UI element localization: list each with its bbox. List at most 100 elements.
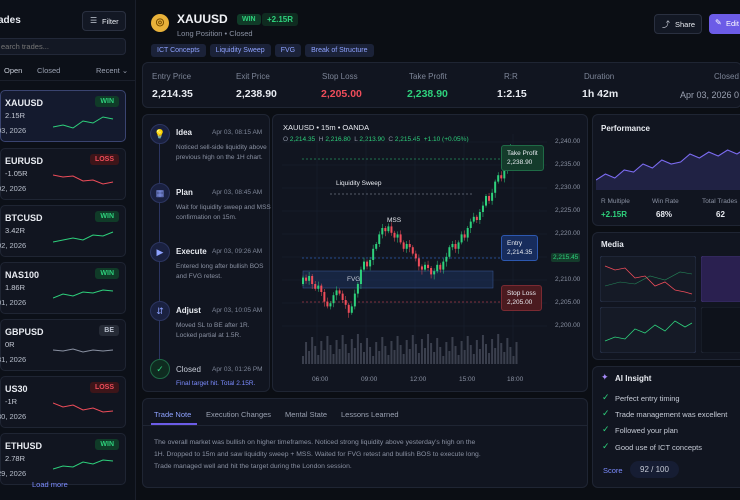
- candle: [314, 284, 317, 289]
- tab-mental-state[interactable]: Mental State: [285, 410, 328, 419]
- trade-rr: 2.78R: [5, 454, 26, 463]
- volume-bar: [347, 353, 350, 364]
- trade-date: 02, 2026: [0, 241, 27, 250]
- sort-dropdown[interactable]: Recent ⌄: [96, 66, 128, 75]
- tab-open[interactable]: Open: [4, 66, 23, 75]
- candle: [366, 261, 369, 267]
- trade-rr: 3.42R: [5, 226, 26, 235]
- timeline-time: Apr 03, 09:26 AM: [212, 248, 263, 255]
- search-input[interactable]: [0, 38, 126, 55]
- volume-bar: [335, 340, 338, 364]
- performance-panel: [592, 114, 740, 226]
- ai-title: AI Insight: [615, 374, 652, 383]
- trade-card[interactable]: ETHUSD WIN 2.78R 29, 2026: [0, 433, 126, 485]
- trade-symbol: ETHUSD: [5, 441, 43, 451]
- y-tick: 2,220.00: [555, 230, 581, 237]
- trade-card[interactable]: EURUSD LOSS -1.05R 02, 2026: [0, 148, 126, 200]
- score-value: 92 / 100: [630, 461, 679, 478]
- stat-label: Take Profit: [409, 72, 447, 81]
- candle: [460, 234, 463, 243]
- calendar-icon: ▦: [150, 183, 170, 203]
- edit-button[interactable]: ✎ Edit: [709, 14, 740, 34]
- trade-subtitle: Long Position • Closed: [177, 29, 253, 38]
- candle: [387, 226, 390, 232]
- tab-trade-note[interactable]: Trade Note: [154, 410, 192, 419]
- volume-bar: [457, 355, 460, 364]
- volume-bar: [350, 339, 353, 364]
- trade-card[interactable]: BTCUSD WIN 3.42R 02, 2026: [0, 205, 126, 257]
- tag-liquidity-sweep[interactable]: Liquidity Sweep: [209, 44, 271, 57]
- result-badge: LOSS: [89, 154, 119, 165]
- tag-list: ICT Concepts Liquidity Sweep FVG Break of S…: [151, 44, 378, 57]
- lightbulb-icon: 💡: [150, 124, 170, 144]
- candle: [485, 196, 487, 206]
- candle: [466, 228, 469, 238]
- load-more-link[interactable]: Load more: [32, 480, 68, 489]
- candle: [457, 242, 460, 249]
- x-tick: 12:00: [410, 376, 427, 383]
- metric-value: +2.15R: [601, 210, 628, 219]
- candle: [408, 244, 411, 248]
- sparkline: [53, 174, 114, 185]
- y-tick: 2,205.00: [555, 299, 581, 306]
- candle: [335, 290, 338, 296]
- stats-bar: [142, 62, 740, 108]
- volume-bar: [478, 349, 481, 364]
- volume-bar: [311, 337, 314, 364]
- candle: [384, 228, 387, 232]
- check-icon: ✓: [602, 392, 610, 402]
- trade-card[interactable]: GBPUSD BE 0R 31, 2026: [0, 319, 126, 371]
- sparkline: [53, 348, 114, 353]
- timeline-time: Apr 03, 01:26 PM: [212, 366, 263, 373]
- volume-bar: [308, 351, 311, 364]
- tab-closed[interactable]: Closed: [37, 66, 61, 75]
- rr-result: +2.15R: [262, 13, 299, 26]
- volume-bar: [491, 339, 494, 364]
- candle: [488, 196, 491, 201]
- trade-symbol: BTCUSD: [5, 213, 43, 223]
- sparkline: [53, 231, 114, 243]
- filter-button[interactable]: ☰ Filter: [82, 11, 126, 31]
- trade-card[interactable]: US30 LOSS -1R 30, 2026: [0, 376, 126, 428]
- sl-value: 2,205.00: [507, 299, 533, 306]
- x-tick: 09:00: [361, 376, 378, 383]
- media-thumbnail[interactable]: [701, 307, 740, 353]
- volume-bar: [326, 336, 329, 364]
- trade-card[interactable]: NAS100 WIN 1.86R 01, 2026: [0, 262, 126, 314]
- share-button[interactable]: ⤴ Share: [654, 14, 702, 34]
- trade-symbol: EURUSD: [5, 156, 44, 166]
- tag-bos[interactable]: Break of Structure: [305, 44, 374, 57]
- trade-card[interactable]: XAUUSD WIN 2.15R 03, 2026: [0, 90, 126, 142]
- thumb-line: [604, 271, 693, 287]
- volume-bar: [475, 340, 478, 364]
- candle: [326, 301, 329, 307]
- stat-value: 2,238.90: [236, 88, 277, 100]
- media-thumbnail[interactable]: [600, 256, 696, 302]
- trade-date: 03, 2026: [0, 126, 27, 135]
- candle: [427, 264, 430, 268]
- tab-lessons-learned[interactable]: Lessons Learned: [341, 410, 399, 419]
- candle: [405, 244, 408, 249]
- candle: [381, 228, 384, 235]
- volume-bar: [424, 348, 426, 364]
- trade-symbol: XAUUSD: [5, 98, 44, 108]
- trade-note-text: The overall market was bullish on higher…: [154, 439, 481, 470]
- candle: [445, 256, 448, 262]
- tag-ict[interactable]: ICT Concepts: [151, 44, 206, 57]
- media-thumbnail[interactable]: [600, 307, 696, 353]
- candlestick-chart[interactable]: [272, 114, 588, 392]
- tag-fvg[interactable]: FVG: [274, 44, 302, 57]
- volume-bar: [417, 353, 420, 364]
- volume-bar: [445, 342, 448, 364]
- timeline-time: Apr 03, 10:05 AM: [212, 307, 263, 314]
- candle: [372, 248, 375, 260]
- result-badge: WIN: [95, 268, 119, 279]
- candle: [308, 276, 311, 281]
- volume-bar: [329, 345, 332, 364]
- volume-bar: [384, 346, 387, 364]
- volume-bar: [396, 336, 399, 364]
- media-thumbnail[interactable]: [701, 256, 740, 302]
- candle: [420, 266, 423, 270]
- tab-execution-changes[interactable]: Execution Changes: [206, 410, 272, 419]
- trade-symbol: XAUUSD: [177, 12, 228, 26]
